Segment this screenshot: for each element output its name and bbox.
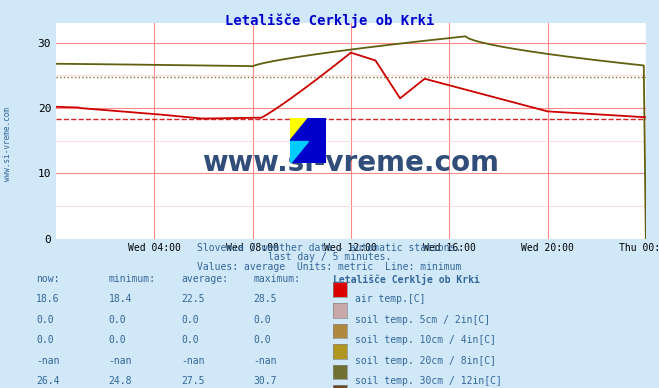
- Text: 0.0: 0.0: [109, 315, 127, 325]
- Text: 18.4: 18.4: [109, 294, 132, 304]
- Text: 22.5: 22.5: [181, 294, 205, 304]
- Text: 0.0: 0.0: [36, 335, 54, 345]
- Text: -nan: -nan: [181, 356, 205, 366]
- Text: last day / 5 minutes.: last day / 5 minutes.: [268, 252, 391, 262]
- Text: 0.0: 0.0: [109, 335, 127, 345]
- Text: 0.0: 0.0: [181, 315, 199, 325]
- Text: -nan: -nan: [109, 356, 132, 366]
- Polygon shape: [290, 141, 308, 163]
- Polygon shape: [308, 118, 326, 141]
- Text: -nan: -nan: [36, 356, 60, 366]
- Text: Letališče Cerklje ob Krki: Letališče Cerklje ob Krki: [225, 14, 434, 28]
- Text: 30.7: 30.7: [254, 376, 277, 386]
- Text: maximum:: maximum:: [254, 274, 301, 284]
- Text: 18.6: 18.6: [36, 294, 60, 304]
- Text: minimum:: minimum:: [109, 274, 156, 284]
- Text: 0.0: 0.0: [254, 315, 272, 325]
- Text: Letališče Cerklje ob Krki: Letališče Cerklje ob Krki: [333, 274, 480, 284]
- Text: soil temp. 20cm / 8in[C]: soil temp. 20cm / 8in[C]: [355, 356, 496, 366]
- Text: soil temp. 5cm / 2in[C]: soil temp. 5cm / 2in[C]: [355, 315, 490, 325]
- Text: 28.5: 28.5: [254, 294, 277, 304]
- Text: 27.5: 27.5: [181, 376, 205, 386]
- Polygon shape: [290, 118, 308, 141]
- Text: soil temp. 10cm / 4in[C]: soil temp. 10cm / 4in[C]: [355, 335, 496, 345]
- Text: 24.8: 24.8: [109, 376, 132, 386]
- Text: now:: now:: [36, 274, 60, 284]
- Text: 0.0: 0.0: [254, 335, 272, 345]
- Text: soil temp. 30cm / 12in[C]: soil temp. 30cm / 12in[C]: [355, 376, 501, 386]
- Text: 0.0: 0.0: [181, 335, 199, 345]
- Text: Values: average  Units: metric  Line: minimum: Values: average Units: metric Line: mini…: [197, 262, 462, 272]
- Text: average:: average:: [181, 274, 228, 284]
- Text: www.si-vreme.com: www.si-vreme.com: [3, 107, 13, 180]
- Text: air temp.[C]: air temp.[C]: [355, 294, 425, 304]
- Text: -nan: -nan: [254, 356, 277, 366]
- Polygon shape: [290, 118, 326, 163]
- Text: www.si-vreme.com: www.si-vreme.com: [202, 149, 500, 177]
- Text: 26.4: 26.4: [36, 376, 60, 386]
- Text: Slovenia / weather data - automatic stations.: Slovenia / weather data - automatic stat…: [197, 242, 462, 253]
- Text: 0.0: 0.0: [36, 315, 54, 325]
